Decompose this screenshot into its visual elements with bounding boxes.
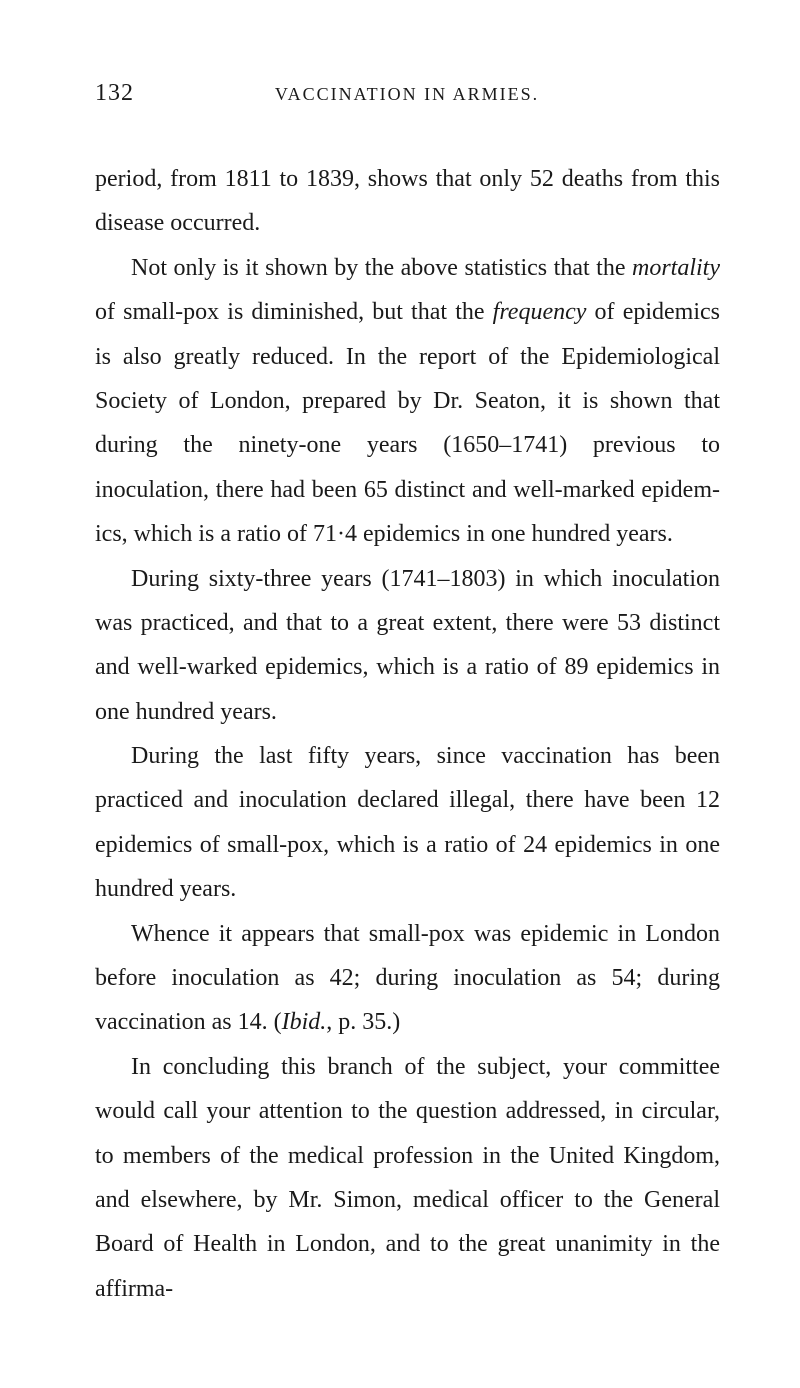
body-text: period, from 1811 to 1839, shows that on… <box>95 157 720 1311</box>
paragraph-6: In concluding this branch of the subject… <box>95 1045 720 1311</box>
p2-italic-mortality: mortality <box>632 255 720 281</box>
page-container: 132 VACCINATION IN ARMIES. period, from … <box>0 0 800 1388</box>
p5-italic-ibid: Ibid. <box>282 1009 327 1035</box>
page-header: 132 VACCINATION IN ARMIES. <box>95 80 720 107</box>
p5-text-b: , p. 35.) <box>326 1009 400 1035</box>
p2-text-b: of small-pox is diminished, but that the <box>95 299 493 325</box>
header-title: VACCINATION IN ARMIES. <box>134 84 720 105</box>
paragraph-3: During sixty-three years (1741–1803) in … <box>95 557 720 735</box>
page-number: 132 <box>95 80 134 107</box>
p5-text-a: Whence it appears that small-pox was epi… <box>95 921 720 1036</box>
p2-text-c: of epidemics is also greatly reduced. In… <box>95 299 720 547</box>
paragraph-4: During the last fifty years, since vacci… <box>95 734 720 912</box>
paragraph-2: Not only is it shown by the above statis… <box>95 246 720 557</box>
p2-italic-frequency: frequency <box>493 299 587 325</box>
paragraph-5: Whence it appears that small-pox was epi… <box>95 912 720 1045</box>
p2-text-a: Not only is it shown by the above statis… <box>131 255 632 281</box>
paragraph-1: period, from 1811 to 1839, shows that on… <box>95 157 720 246</box>
